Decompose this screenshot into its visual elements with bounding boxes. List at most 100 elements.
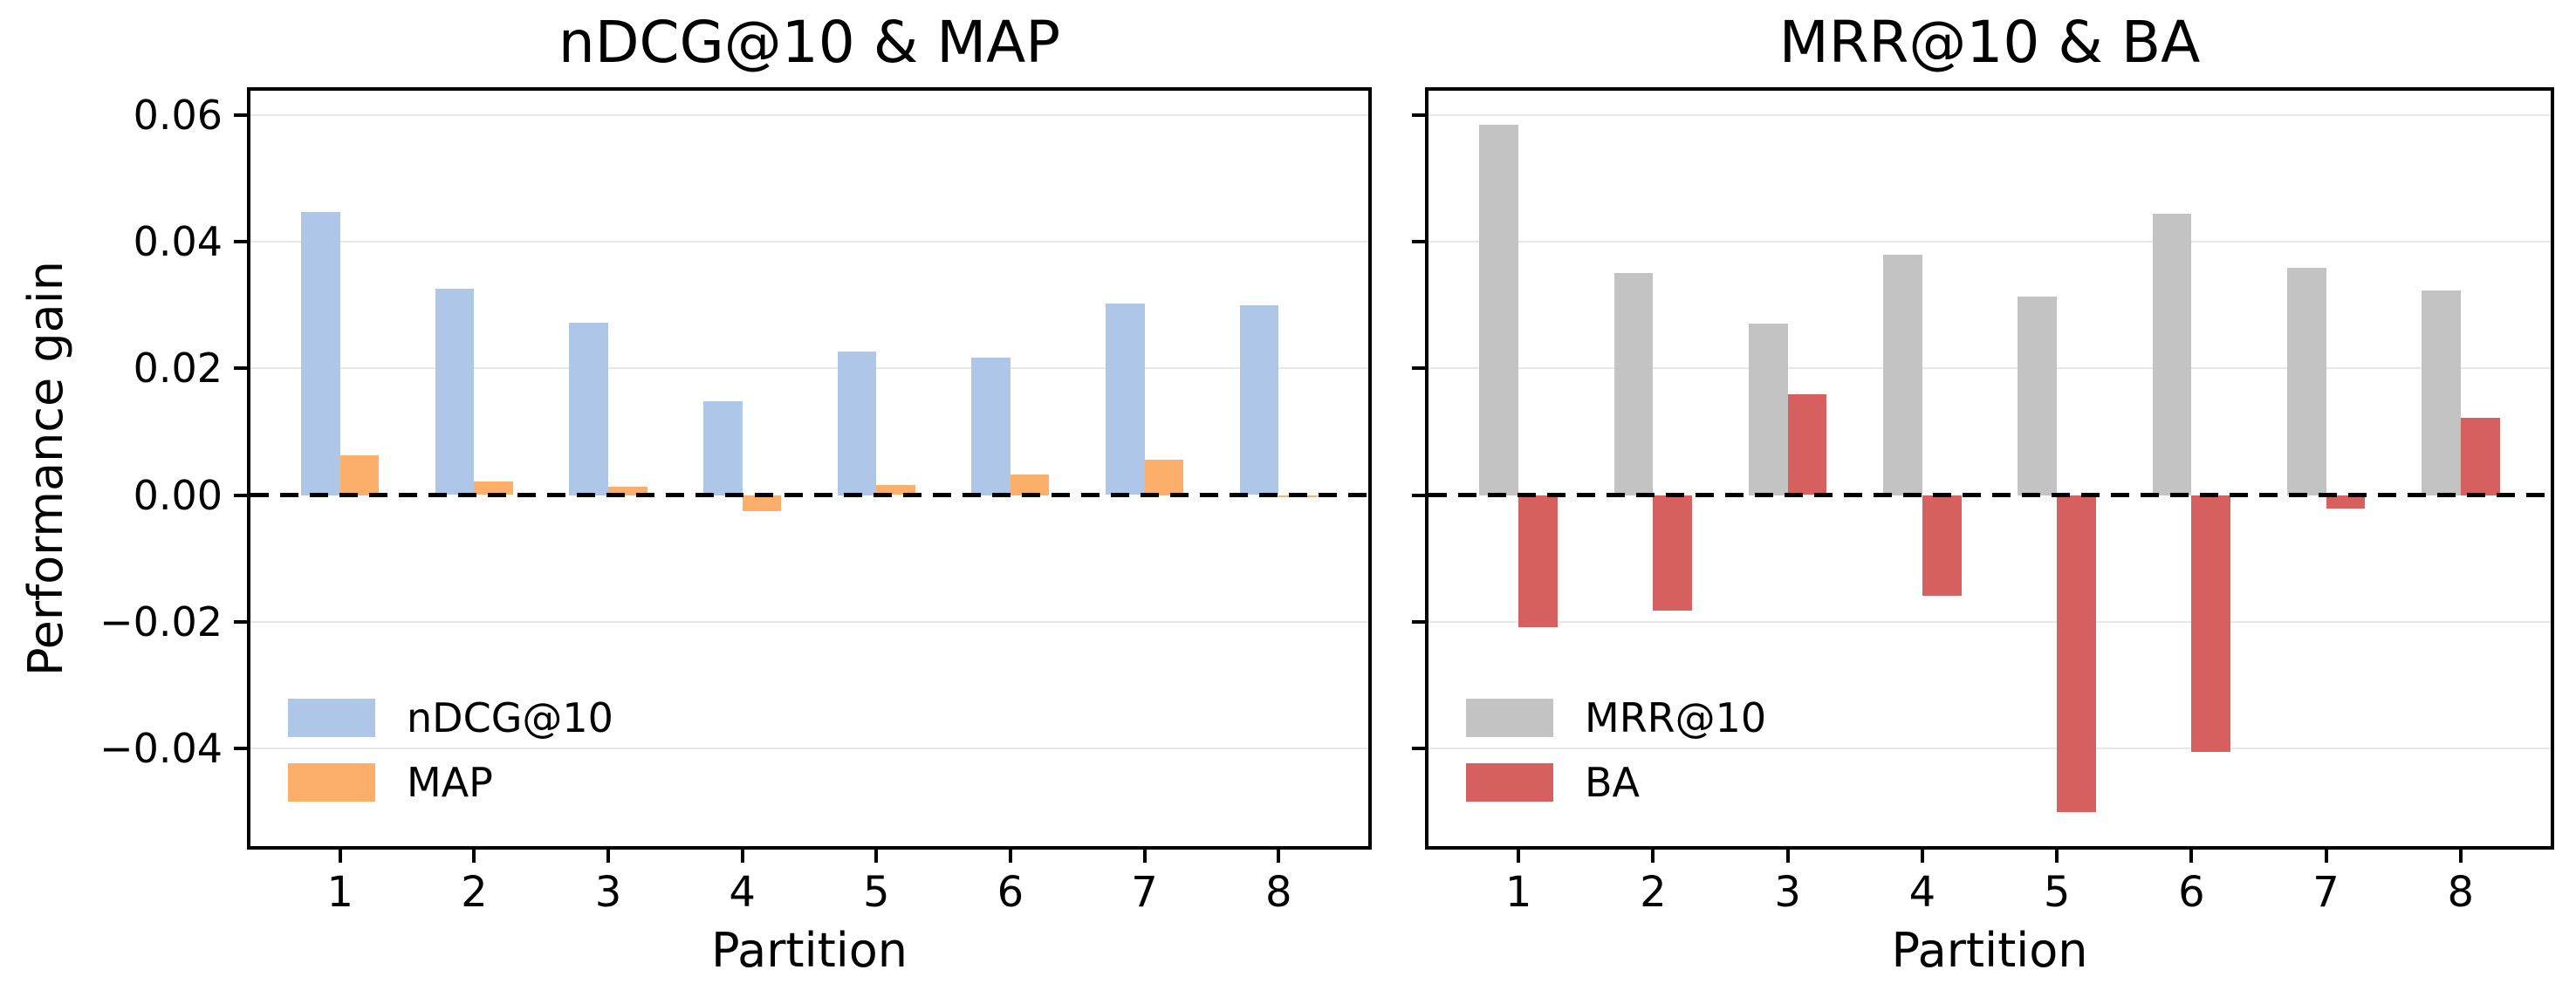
x-tick-label-8: 8 <box>1264 868 1292 917</box>
right-panel-title: MRR@10 & BA <box>1778 9 2201 76</box>
gridline-y--0.04 <box>250 748 1368 750</box>
x-tick-label-3: 3 <box>594 868 622 917</box>
y-tick-mark <box>234 747 247 751</box>
bar-nDCG@10-partition-6 <box>971 357 1011 495</box>
x-tick-label-6: 6 <box>2178 868 2205 917</box>
x-tick-label-4: 4 <box>1908 868 1936 917</box>
bar-BA-partition-5 <box>2057 495 2096 812</box>
y-tick-mark <box>234 493 247 497</box>
x-tick-label-8: 8 <box>2447 868 2475 917</box>
y-tick-label--0.02: −0.02 <box>99 598 223 645</box>
x-tick-label-6: 6 <box>997 868 1024 917</box>
x-tick-mark <box>874 850 879 863</box>
bar-MRR@10-partition-5 <box>2018 297 2058 495</box>
bar-MRR@10-partition-6 <box>2152 213 2192 495</box>
y-tick-label-0.06: 0.06 <box>133 91 223 139</box>
y-tick-mark <box>234 619 247 624</box>
bar-nDCG@10-partition-2 <box>435 288 475 495</box>
bar-MAP-partition-4 <box>742 495 782 511</box>
y-tick-label-0.02: 0.02 <box>133 345 223 393</box>
legend-swatch-nDCG@10 <box>288 699 375 737</box>
x-tick-mark <box>1142 850 1147 863</box>
zero-dashed-line <box>250 493 1368 497</box>
left-plot-area: nDCG@10 MAP <box>234 87 1372 863</box>
legend-label-MAP: MAP <box>407 759 493 806</box>
bar-nDCG@10-partition-5 <box>837 352 877 495</box>
right-x-axis-label: Partition <box>1891 923 2088 978</box>
y-tick-mark <box>1412 366 1425 371</box>
gridline-y-0.02 <box>250 367 1368 370</box>
bar-BA-partition-4 <box>1922 495 1962 596</box>
x-tick-mark <box>1920 850 1924 863</box>
y-tick-label-0: 0.00 <box>133 471 223 519</box>
bar-MRR@10-partition-2 <box>1613 272 1654 495</box>
x-tick-label-2: 2 <box>1640 868 1667 917</box>
y-tick-mark <box>1412 113 1425 117</box>
bar-MAP-partition-3 <box>608 487 647 495</box>
bar-BA-partition-8 <box>2460 417 2500 495</box>
y-tick-mark <box>1412 747 1425 751</box>
bar-nDCG@10-partition-8 <box>1239 304 1279 495</box>
gridline-y--0.02 <box>1428 620 2551 623</box>
gridline-y--0.02 <box>250 620 1368 623</box>
gridline-y--0.04 <box>1428 748 2551 750</box>
bar-BA-partition-1 <box>1518 495 1558 628</box>
bar-BA-partition-6 <box>2191 495 2231 752</box>
x-tick-mark <box>338 850 342 863</box>
bar-MRR@10-partition-3 <box>1748 324 1788 495</box>
x-tick-mark <box>472 850 476 863</box>
y-tick-mark <box>1412 619 1425 624</box>
x-tick-mark <box>2189 850 2194 863</box>
x-tick-label-2: 2 <box>461 868 488 917</box>
legend-swatch-BA <box>1466 763 1553 802</box>
x-tick-mark <box>1785 850 1790 863</box>
gridline-y-0.06 <box>250 113 1368 116</box>
gridline-y-0.04 <box>1428 240 2551 242</box>
bar-MAP-partition-2 <box>474 481 513 495</box>
bar-MAP-partition-7 <box>1144 459 1184 495</box>
bar-nDCG@10-partition-7 <box>1106 304 1145 495</box>
y-tick-label--0.04: −0.04 <box>99 725 223 773</box>
x-tick-mark <box>2055 850 2059 863</box>
y-tick-mark <box>234 366 247 371</box>
bar-MAP-partition-6 <box>1010 474 1050 495</box>
x-tick-label-1: 1 <box>1504 868 1532 917</box>
bar-BA-partition-2 <box>1653 495 1693 611</box>
gridline-y-0.04 <box>250 240 1368 242</box>
x-tick-mark <box>606 850 611 863</box>
legend-label-BA: BA <box>1585 759 1641 806</box>
zero-dashed-line <box>1428 493 2551 497</box>
x-tick-mark <box>2324 850 2328 863</box>
y-tick-mark <box>234 239 247 243</box>
bar-MRR@10-partition-7 <box>2286 268 2326 495</box>
bar-BA-partition-3 <box>1787 393 1827 495</box>
x-tick-label-4: 4 <box>729 868 756 917</box>
gridline-y-0.06 <box>1428 113 2551 116</box>
legend-swatch-MAP <box>288 763 375 802</box>
legend-label-MRR@10: MRR@10 <box>1585 694 1767 741</box>
legend-swatch-MRR@10 <box>1466 699 1553 737</box>
x-tick-mark <box>1277 850 1281 863</box>
legend-label-nDCG@10: nDCG@10 <box>407 694 613 741</box>
x-tick-mark <box>740 850 744 863</box>
y-tick-mark <box>1412 493 1425 497</box>
x-tick-label-1: 1 <box>326 868 354 917</box>
y-tick-mark <box>1412 239 1425 243</box>
y-tick-mark <box>234 113 247 117</box>
bar-MRR@10-partition-1 <box>1479 125 1519 495</box>
x-tick-label-5: 5 <box>2043 868 2071 917</box>
x-tick-label-7: 7 <box>1131 868 1158 917</box>
bar-MAP-partition-1 <box>339 455 380 495</box>
bar-MRR@10-partition-4 <box>1883 255 1922 495</box>
gridline-y-0.02 <box>1428 367 2551 370</box>
bar-BA-partition-7 <box>2326 495 2366 509</box>
bar-nDCG@10-partition-4 <box>703 400 743 495</box>
x-tick-label-3: 3 <box>1774 868 1801 917</box>
y-tick-label-0.04: 0.04 <box>133 217 223 265</box>
bar-MRR@10-partition-8 <box>2422 290 2461 495</box>
bar-MAP-partition-5 <box>876 484 915 495</box>
bar-nDCG@10-partition-3 <box>569 322 609 495</box>
left-x-axis-label: Partition <box>710 923 908 978</box>
x-tick-mark <box>2458 850 2463 863</box>
